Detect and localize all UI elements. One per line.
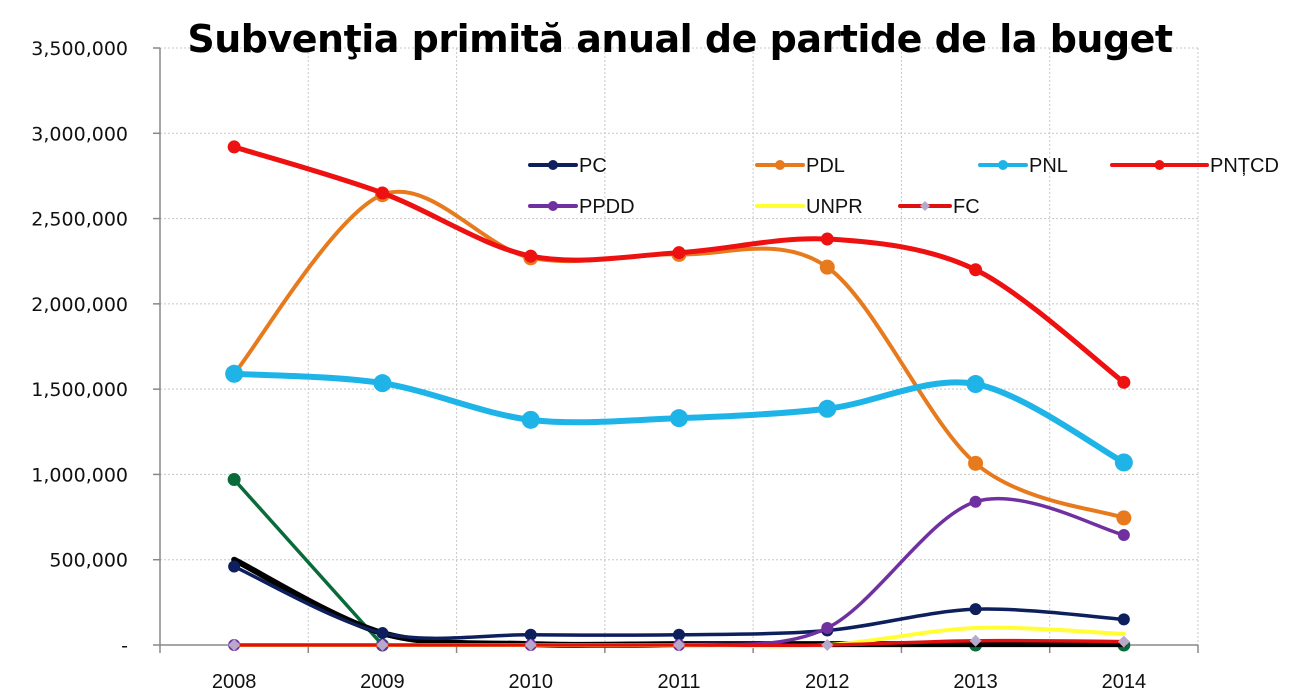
legend-marker: [1154, 160, 1165, 170]
x-tick-label: 2009: [360, 671, 405, 693]
gridlines: [160, 47, 1199, 645]
data-point: [819, 259, 835, 275]
legend-item-ppdd: PPDD: [528, 196, 635, 218]
legend-marker: [998, 160, 1008, 170]
legend-item-pc: PC: [528, 155, 607, 177]
series-line: [231, 144, 1127, 385]
y-axis-ticks: - 500,000 1,000,000 1,500,000 2,000,000 2,500…: [31, 38, 128, 657]
y-tick-label: 3,500,000: [31, 38, 128, 60]
legend-label: PNL: [1029, 155, 1068, 177]
data-point: [524, 628, 537, 641]
y-tick-label: 1,000,000: [31, 464, 128, 486]
series-line: [232, 189, 1126, 520]
legend-label: PPDD: [579, 196, 635, 218]
data-point: [521, 410, 540, 429]
data-point: [673, 628, 685, 641]
data-point: [227, 473, 241, 487]
data-point: [821, 621, 834, 634]
data-point: [1114, 453, 1133, 472]
legend-item-pdl: PDL: [755, 155, 845, 177]
data-point: [376, 627, 389, 640]
data-point: [670, 409, 688, 428]
data-point: [227, 140, 241, 154]
data-point: [969, 634, 982, 647]
x-tick-label: 2010: [508, 671, 553, 693]
legend: PC PDL PNL PNȚCD PPDD UNPR FC: [528, 155, 1279, 218]
data-point: [968, 455, 984, 471]
series-fc: [228, 634, 1130, 651]
data-point: [673, 639, 685, 651]
x-tick-label: 2011: [657, 671, 700, 693]
data-point: [1117, 613, 1130, 626]
data-point: [375, 186, 389, 200]
data-point: [969, 263, 983, 277]
legend-item-fc: FC: [898, 196, 980, 218]
series-line: [232, 496, 1126, 648]
data-point: [228, 560, 241, 573]
legend-label: PC: [579, 155, 607, 177]
y-tick-label: 500,000: [49, 550, 128, 572]
legend-label: FC: [953, 196, 980, 218]
y-tick-label: 2,500,000: [31, 209, 128, 231]
data-point: [376, 639, 389, 651]
y-tick-label: 1,500,000: [31, 379, 128, 401]
data-point: [524, 639, 537, 651]
legend-item-pnl: PNL: [978, 155, 1068, 177]
legend-marker: [920, 201, 930, 211]
legend-label: PDL: [806, 155, 845, 177]
data-point: [225, 364, 244, 383]
series-pnl: [225, 364, 1133, 472]
y-tick-label: -: [121, 635, 128, 657]
data-point: [672, 246, 686, 260]
data-point: [966, 375, 985, 394]
legend-item-pnțcd: PNȚCD: [1110, 155, 1279, 177]
x-tick-label: 2008: [212, 671, 257, 693]
data-point: [818, 399, 837, 418]
data-point: [228, 639, 241, 651]
x-axis-ticks: 2008 2009 2010 2011 2012 2013 2014: [212, 671, 1146, 693]
series: [225, 140, 1133, 652]
x-tick-label: 2012: [805, 671, 850, 693]
data-point: [373, 374, 392, 393]
data-point: [1117, 635, 1130, 648]
x-tick-label: 2013: [953, 671, 998, 693]
data-point: [821, 639, 834, 651]
data-point: [1116, 510, 1132, 526]
legend-marker: [775, 160, 785, 170]
data-point: [1117, 528, 1130, 541]
legend-marker: [548, 160, 558, 170]
legend-item-unpr: UNPR: [755, 196, 863, 218]
data-point: [969, 495, 982, 508]
legend-marker: [548, 201, 558, 211]
data-point: [1117, 375, 1131, 389]
x-tick-label: 2014: [1102, 671, 1147, 693]
chart-title: Subvenţia primită anual de partide de la…: [187, 17, 1173, 61]
legend-label: PNȚCD: [1210, 155, 1279, 177]
series-pc: [228, 560, 1130, 641]
y-tick-label: 3,000,000: [31, 123, 128, 145]
series-pnțcd: [227, 140, 1131, 389]
series-pdl: [226, 187, 1132, 526]
y-tick-label: 2,000,000: [31, 294, 128, 316]
data-point: [820, 232, 834, 246]
legend-label: UNPR: [806, 196, 863, 218]
data-point: [969, 603, 982, 616]
series-line: [232, 477, 385, 647]
data-point: [524, 249, 538, 263]
